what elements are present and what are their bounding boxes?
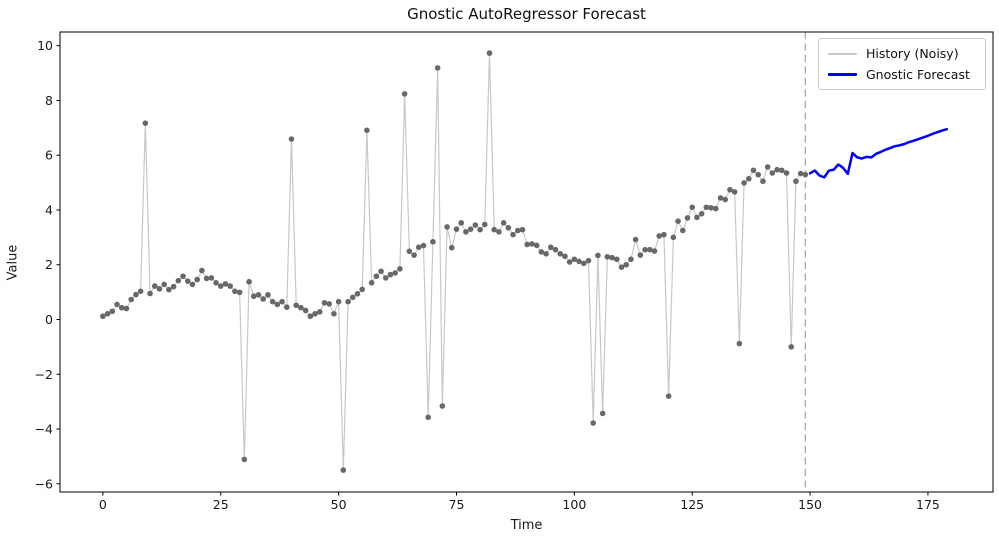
history-series-line — [102, 52, 806, 471]
x-tick-label: 25 — [213, 497, 229, 512]
legend-line-history-icon — [828, 52, 857, 55]
x-tick-label: 100 — [562, 497, 586, 512]
legend-line-forecast-icon — [828, 73, 857, 76]
y-tick-label: −6 — [35, 476, 53, 491]
forecast-series — [808, 127, 949, 179]
legend-label-forecast: Gnostic Forecast — [866, 67, 970, 82]
y-axis-label-container: Value — [2, 32, 24, 492]
y-axis-ticks: −6 −4 −2 0 2 4 6 8 10 — [35, 38, 60, 491]
x-tick-label: 0 — [99, 497, 107, 512]
x-axis-label: Time — [510, 518, 543, 533]
y-tick-label: 4 — [45, 202, 53, 217]
axes-border — [59, 31, 994, 493]
x-axis-ticks: 0 25 50 75 100 125 150 175 — [99, 492, 940, 512]
y-tick-label: −2 — [35, 367, 53, 382]
legend-item-history: History (Noisy) — [828, 46, 975, 61]
y-tick-label: 0 — [45, 312, 53, 327]
legend-item-forecast: Gnostic Forecast — [828, 67, 975, 82]
legend-label-history: History (Noisy) — [866, 46, 959, 61]
chart-title: Gnostic AutoRegressor Forecast — [407, 5, 646, 23]
y-tick-label: −4 — [35, 422, 53, 437]
y-tick-label: 2 — [45, 257, 53, 272]
x-tick-label: 125 — [680, 497, 704, 512]
y-tick-label: 6 — [45, 148, 53, 163]
y-tick-label: 10 — [37, 38, 53, 53]
y-axis-label: Value — [5, 244, 21, 280]
forecast-series-line — [808, 127, 949, 179]
y-tick-label: 8 — [45, 93, 53, 108]
legend: History (Noisy) Gnostic Forecast — [818, 38, 986, 90]
history-series-markers — [100, 50, 809, 473]
x-tick-label: 175 — [916, 497, 940, 512]
history-series — [100, 50, 809, 473]
x-tick-label: 150 — [798, 497, 822, 512]
x-tick-label: 50 — [331, 497, 347, 512]
x-tick-label: 75 — [449, 497, 465, 512]
